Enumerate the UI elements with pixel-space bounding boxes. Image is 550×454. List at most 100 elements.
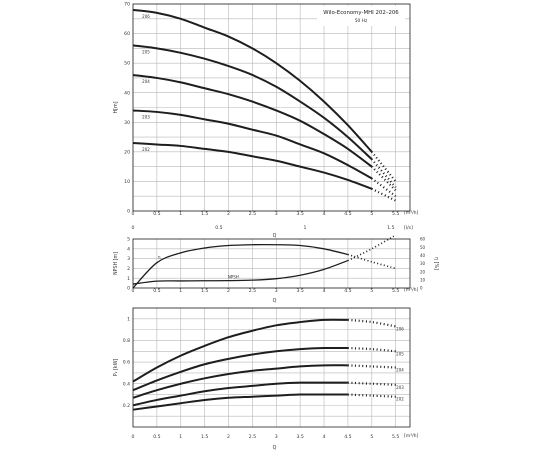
series-dotted-NPSH: [347, 234, 397, 262]
series-label: NPSH: [228, 275, 239, 280]
y2-tick-label: 30: [420, 261, 426, 266]
series-label: 204: [396, 368, 404, 373]
series-line-203: [132, 109, 373, 180]
x-tick-label: 0: [132, 288, 135, 294]
plot-frame: [132, 307, 411, 428]
x-axis-label: Q: [273, 445, 277, 450]
y-tick-label: 20: [124, 149, 130, 155]
x-tick-label: 2: [227, 434, 230, 440]
series-line-202: [132, 141, 373, 190]
x-tick-label: 3.5: [296, 211, 303, 217]
x-tick-label: 1: [179, 211, 182, 217]
title-box: [317, 6, 405, 26]
chart-subtitle: 50 Hz: [355, 18, 368, 24]
series-line-202: [132, 393, 348, 411]
series-dotted-205: [370, 158, 397, 189]
series-dotted-203: [371, 177, 397, 198]
y-tick-label: 40: [124, 90, 130, 96]
series-line-204: [132, 364, 348, 399]
x-tick-label: 4: [323, 288, 326, 294]
y2-axis-label: η [%]: [433, 257, 439, 270]
x-axis-label: Q: [273, 298, 277, 304]
series-line-: [132, 243, 349, 289]
x-tick-label: 5.5: [392, 288, 399, 294]
x-tick-label: 0.5: [153, 211, 160, 217]
y-tick-label: 0: [127, 286, 130, 292]
x-unit-label: [m³/h]: [404, 287, 419, 293]
x-tick-label: 5: [370, 211, 373, 217]
y2-tick-label: 20: [420, 269, 426, 274]
x-tick-label: 1: [179, 434, 182, 440]
y-tick-label: 3: [127, 256, 130, 262]
y-tick-label: 1: [127, 316, 130, 322]
series-label: 204: [142, 79, 150, 84]
x2-unit-label: [l/s]: [404, 225, 413, 231]
chart-title: Wilo-Economy-MHI 202–206: [323, 10, 399, 16]
x-tick-label: 2.5: [249, 434, 256, 440]
y-tick-label: 70: [124, 2, 130, 8]
series-line-206: [132, 8, 373, 153]
y-tick-label: 0.6: [123, 360, 130, 366]
series-label: 203: [142, 114, 150, 119]
x-tick-label: 0.5: [153, 288, 160, 294]
x-tick-label: 3: [275, 288, 278, 294]
y-tick-label: 1: [127, 276, 130, 282]
series-label: 205: [396, 351, 404, 356]
series-line-203: [132, 381, 348, 407]
x-tick-label: 4.5: [344, 288, 351, 294]
x-tick-label: 0: [132, 211, 135, 217]
y2-tick-label: 0: [420, 286, 423, 291]
y-tick-label: 50: [124, 61, 130, 67]
y-tick-label: 0.4: [123, 381, 130, 387]
x-tick-label: 2: [227, 288, 230, 294]
x-tick-label: 4: [323, 434, 326, 440]
x-tick-label: 4: [323, 211, 326, 217]
x2-tick-label: 1: [303, 225, 306, 231]
series-line-NPSH: [132, 259, 349, 285]
y2-tick-label: 50: [420, 245, 426, 250]
x-tick-label: 4.5: [344, 434, 351, 440]
x2-tick-label: 1.5: [387, 225, 394, 231]
y-axis-label: P₂ [kW]: [113, 359, 119, 377]
y2-tick-label: 10: [420, 277, 426, 282]
y-tick-label: 4: [127, 246, 130, 252]
x-tick-label: 0.5: [153, 434, 160, 440]
x2-tick-label: 0.5: [215, 225, 222, 231]
x2-tick-label: 0: [132, 225, 135, 231]
y-axis-label: H[m]: [113, 101, 119, 113]
x-tick-label: 5.5: [392, 434, 399, 440]
x-unit-label: [m³/h]: [404, 210, 419, 216]
x-tick-label: 5: [370, 434, 373, 440]
series-label: 202: [396, 397, 404, 402]
x-tick-label: 3: [275, 211, 278, 217]
x-tick-label: 3: [275, 434, 278, 440]
y-tick-label: 60: [124, 31, 130, 37]
x-tick-label: 3.5: [296, 288, 303, 294]
y-tick-label: 2: [127, 266, 130, 272]
x-tick-label: 3.5: [296, 434, 303, 440]
series-label: 202: [142, 147, 150, 152]
x-tick-label: 1.5: [201, 288, 208, 294]
x-tick-label: 0: [132, 434, 135, 440]
series-label: 206: [396, 326, 404, 331]
y-tick-label: 5: [127, 237, 130, 243]
y-tick-label: 0.2: [123, 403, 130, 409]
y-tick-label: 30: [124, 120, 130, 126]
plot-frame: [132, 238, 411, 289]
series-line-204: [132, 73, 373, 168]
x-tick-label: 5: [370, 288, 373, 294]
plot-frame: [132, 3, 411, 212]
y-tick-label: 0.8: [123, 338, 130, 344]
series-line-205: [132, 44, 373, 160]
x-unit-label: [m³/h]: [404, 433, 419, 439]
x-tick-label: 4.5: [344, 211, 351, 217]
series-label: 206: [142, 14, 150, 19]
x-tick-label: 1: [179, 288, 182, 294]
x-tick-label: 2.5: [249, 211, 256, 217]
y-tick-label: 0: [127, 209, 130, 215]
series-label: η: [158, 254, 161, 259]
x-axis-label: Q: [273, 233, 277, 239]
y2-tick-label: 60: [420, 237, 426, 242]
series-label: 203: [396, 385, 404, 390]
